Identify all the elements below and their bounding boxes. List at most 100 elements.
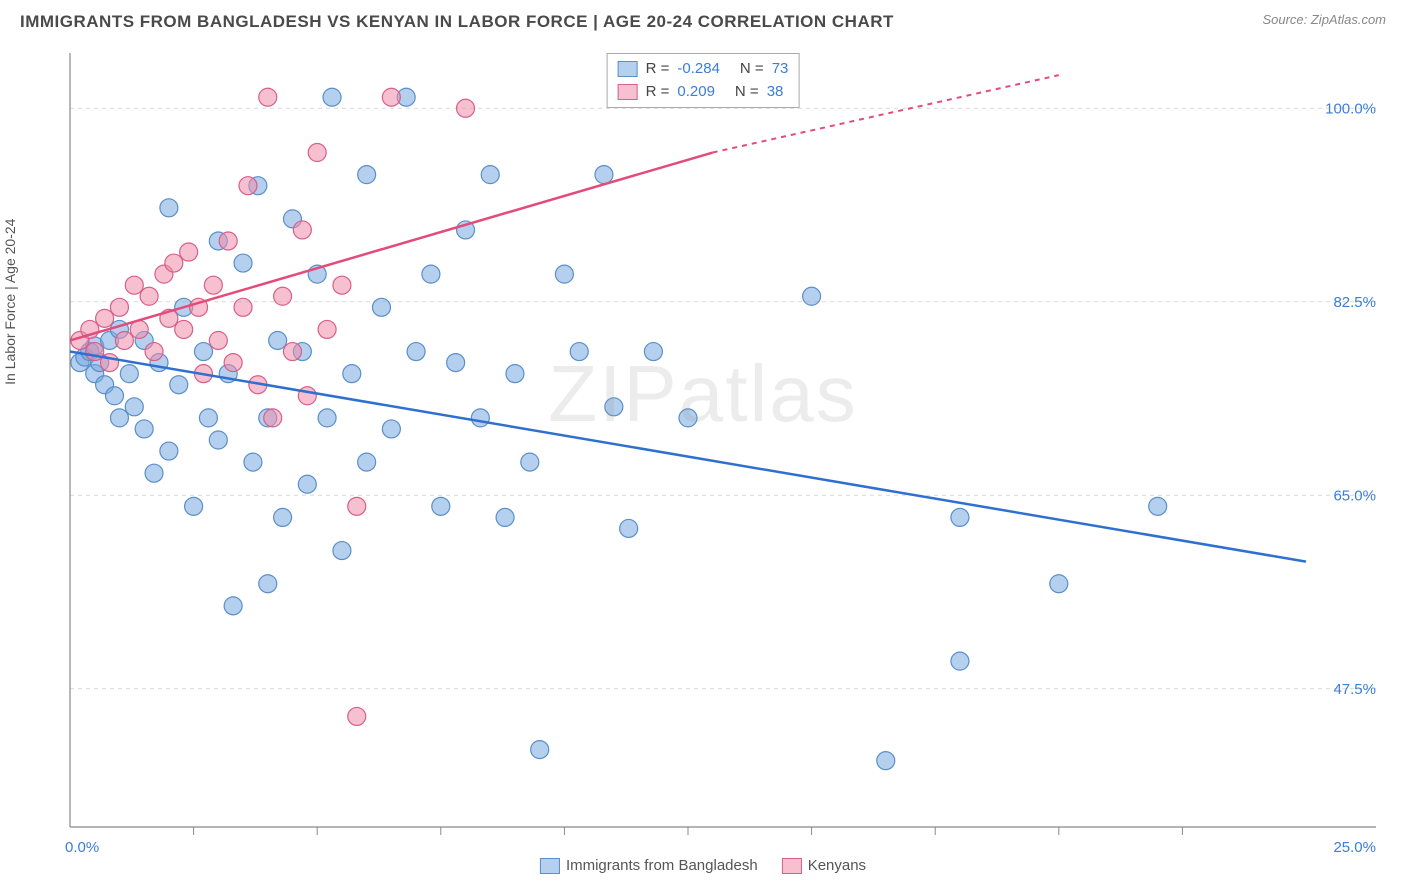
legend-row: R = 0.209 N = 38: [618, 81, 789, 104]
data-point: [382, 88, 400, 106]
y-tick-label: 47.5%: [1333, 681, 1376, 698]
data-point: [259, 88, 277, 106]
data-point: [96, 309, 114, 327]
data-point: [358, 166, 376, 184]
data-point: [224, 354, 242, 372]
y-axis-label: In Labor Force | Age 20-24: [2, 219, 18, 385]
data-point: [803, 287, 821, 305]
data-point: [471, 409, 489, 427]
data-point: [180, 243, 198, 261]
data-point: [877, 752, 895, 770]
data-point: [160, 199, 178, 217]
series-legend-label: Immigrants from Bangladesh: [566, 857, 758, 874]
data-point: [209, 331, 227, 349]
data-point: [481, 166, 499, 184]
chart-title: IMMIGRANTS FROM BANGLADESH VS KENYAN IN …: [20, 12, 894, 32]
legend-swatch: [618, 84, 638, 100]
data-point: [333, 276, 351, 294]
data-point: [160, 442, 178, 460]
data-point: [274, 508, 292, 526]
data-point: [145, 343, 163, 361]
legend-n-label: N =: [740, 58, 764, 81]
data-point: [343, 365, 361, 383]
data-point: [422, 265, 440, 283]
data-point: [293, 221, 311, 239]
data-point: [521, 453, 539, 471]
legend-swatch: [618, 61, 638, 77]
legend-r-value: -0.284: [677, 58, 720, 81]
data-point: [283, 343, 301, 361]
data-point: [457, 99, 475, 117]
data-point: [264, 409, 282, 427]
data-point: [120, 365, 138, 383]
correlation-legend: R = -0.284 N = 73 R = 0.209 N = 38: [607, 53, 800, 108]
legend-n-value: 73: [772, 58, 789, 81]
data-point: [239, 177, 257, 195]
data-point: [679, 409, 697, 427]
data-point: [115, 331, 133, 349]
legend-r-value: 0.209: [677, 81, 715, 104]
source-attribution: Source: ZipAtlas.com: [1262, 12, 1386, 27]
data-point: [175, 320, 193, 338]
legend-r-label: R =: [646, 58, 670, 81]
data-point: [308, 144, 326, 162]
data-point: [145, 464, 163, 482]
data-point: [135, 420, 153, 438]
legend-r-label: R =: [646, 81, 670, 104]
data-point: [570, 343, 588, 361]
legend-n-value: 38: [767, 81, 784, 104]
data-point: [407, 343, 425, 361]
data-point: [219, 232, 237, 250]
legend-swatch: [782, 858, 802, 874]
legend-n-label: N =: [735, 81, 759, 104]
series-legend-item: Kenyans: [782, 857, 866, 874]
data-point: [595, 166, 613, 184]
data-point: [125, 276, 143, 294]
data-point: [244, 453, 262, 471]
data-point: [110, 298, 128, 316]
data-point: [348, 707, 366, 725]
series-legend: Immigrants from Bangladesh Kenyans: [540, 857, 866, 874]
data-point: [125, 398, 143, 416]
series-legend-label: Kenyans: [808, 857, 866, 874]
data-point: [531, 741, 549, 759]
x-axis-max-label: 25.0%: [1333, 839, 1376, 856]
data-point: [170, 376, 188, 394]
data-point: [447, 354, 465, 372]
x-axis-min-label: 0.0%: [65, 839, 99, 856]
y-tick-label: 65.0%: [1333, 487, 1376, 504]
data-point: [110, 409, 128, 427]
data-point: [1050, 575, 1068, 593]
data-point: [318, 409, 336, 427]
data-point: [224, 597, 242, 615]
y-tick-label: 82.5%: [1333, 294, 1376, 311]
data-point: [496, 508, 514, 526]
data-point: [318, 320, 336, 338]
data-point: [140, 287, 158, 305]
series-legend-item: Immigrants from Bangladesh: [540, 857, 758, 874]
data-point: [165, 254, 183, 272]
data-point: [199, 409, 217, 427]
data-point: [555, 265, 573, 283]
legend-swatch: [540, 858, 560, 874]
data-point: [432, 497, 450, 515]
data-point: [951, 652, 969, 670]
data-point: [506, 365, 524, 383]
data-point: [234, 298, 252, 316]
data-point: [269, 331, 287, 349]
data-point: [209, 431, 227, 449]
data-point: [105, 387, 123, 405]
data-point: [1149, 497, 1167, 515]
data-point: [323, 88, 341, 106]
data-point: [372, 298, 390, 316]
data-point: [358, 453, 376, 471]
data-point: [274, 287, 292, 305]
data-point: [298, 387, 316, 405]
data-point: [951, 508, 969, 526]
data-point: [644, 343, 662, 361]
data-point: [333, 542, 351, 560]
scatter-chart: 47.5% 65.0% 82.5% 100.0% 0.0% 25.0%: [20, 48, 1386, 872]
data-point: [194, 343, 212, 361]
data-point: [298, 475, 316, 493]
y-tick-label: 100.0%: [1325, 100, 1376, 117]
